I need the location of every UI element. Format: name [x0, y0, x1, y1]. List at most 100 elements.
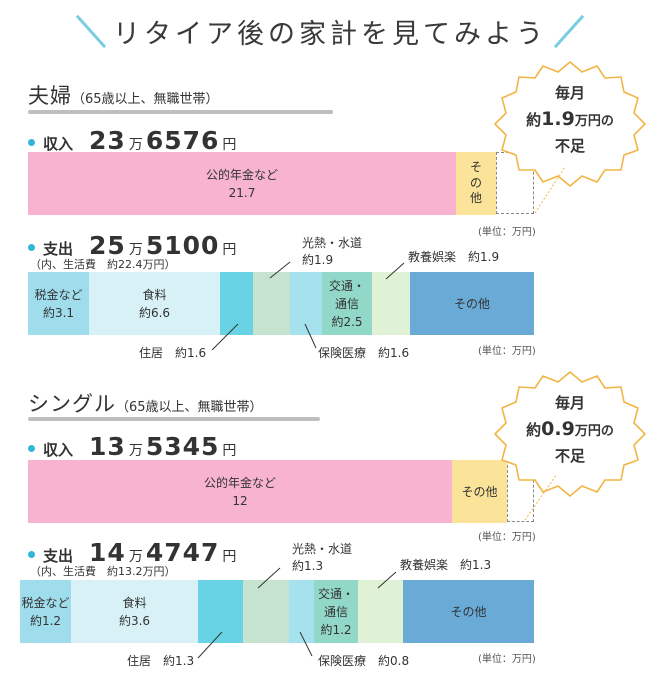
- seg-label: その他: [453, 296, 490, 311]
- ext-label: 住居: [139, 346, 164, 360]
- callout-amount: 1.9: [541, 108, 575, 131]
- shortfall-callout-2: [494, 371, 646, 497]
- callout-amount-line: 約0.9万円の: [490, 415, 650, 444]
- income-row: 収入 23 万 6576 円: [28, 126, 239, 155]
- expense-seg-other: その他: [410, 272, 534, 335]
- ext-label: 教養娯楽: [400, 558, 449, 572]
- yen-unit: 円: [222, 549, 237, 565]
- expense-seg-housing: [220, 272, 253, 335]
- ext-value: 約1.9: [302, 252, 334, 267]
- expense-seg-tax: 税金など 約1.2: [20, 580, 71, 643]
- income-yen: 6576: [145, 126, 220, 155]
- bar-value: 21.7: [228, 185, 256, 200]
- page-title: リタイア後の家計を見てみよう: [113, 19, 547, 50]
- section-couple-title: 夫婦（65歳以上、無職世帯）: [28, 80, 219, 110]
- expense-row: 支出 25 万 5100 円: [28, 231, 239, 260]
- section-name: 夫婦: [28, 84, 72, 108]
- expense-seg-utilities: [243, 580, 289, 643]
- income-bar-pension: 公的年金など 12: [28, 460, 452, 523]
- income-bar-other: その他: [456, 152, 496, 215]
- bar-label: 公的年金など: [203, 475, 276, 490]
- expense-man: 25: [89, 231, 126, 260]
- ext-label: 光熱・水道: [302, 236, 363, 250]
- man-unit: 万: [128, 137, 143, 153]
- expense-seg-leisure: [358, 580, 403, 643]
- ext-value: 約1.9: [468, 250, 500, 264]
- seg-value: 約2.5: [331, 314, 363, 329]
- section-name: シングル: [28, 392, 116, 416]
- expense-seg-food: 食料 約3.6: [71, 580, 198, 643]
- seg-label: 交通・ 通信: [328, 278, 365, 311]
- seg-value: 約1.2: [320, 622, 352, 637]
- bar-value: 12: [232, 493, 248, 508]
- unit-note: (単位：万円): [478, 346, 536, 357]
- section-underline: [28, 417, 320, 421]
- income-bar-other: その他: [452, 460, 507, 523]
- shortfall-callout-1: [494, 61, 646, 187]
- shortfall-text-2: 毎月 約0.9万円の 不足: [490, 392, 650, 468]
- seg-value: 約3.6: [118, 613, 151, 628]
- callout-unit: 万円の: [574, 114, 614, 130]
- ext-value: 約1.3: [460, 558, 492, 572]
- unit-note: (単位：万円): [478, 532, 536, 543]
- unit-note: (単位：万円): [478, 654, 536, 665]
- expense-seg-transport: 交通・ 通信 約1.2: [314, 580, 358, 643]
- label-medical: 保険医療 約0.8: [318, 653, 409, 670]
- seg-label: 税金など: [34, 287, 83, 302]
- expense-seg-food: 食料 約6.6: [89, 272, 220, 335]
- expense-note: （内、生活費 約22.4万円）: [30, 258, 176, 271]
- section-qualifier: （65歳以上、無職世帯）: [72, 92, 219, 107]
- callout-amount-line: 約1.9万円の: [490, 105, 650, 134]
- ext-value: 約1.3: [292, 558, 324, 573]
- callout-line: 不足: [554, 136, 585, 155]
- bullet-dot: [28, 445, 35, 452]
- income-bar-pension: 公的年金など 21.7: [28, 152, 456, 215]
- ext-label: 光熱・水道: [292, 542, 353, 556]
- expense-label: 支出: [43, 240, 74, 258]
- man-unit: 万: [128, 443, 143, 459]
- bullet-dot: [28, 551, 35, 558]
- ext-label: 保険医療: [318, 654, 367, 668]
- expense-seg-transport: 交通・ 通信 約2.5: [322, 272, 372, 335]
- yen-unit: 円: [222, 242, 237, 258]
- seg-label: 税金など: [21, 595, 70, 610]
- callout-prefix: 約: [526, 421, 542, 440]
- yen-unit: 円: [222, 443, 237, 459]
- callout-line: 不足: [554, 446, 585, 465]
- ext-value: 約1.3: [163, 654, 195, 668]
- ext-value: 約0.8: [378, 654, 410, 668]
- shortfall-text-1: 毎月 約1.9万円の 不足: [490, 82, 650, 158]
- income-label: 収入: [43, 135, 74, 153]
- expense-note: （内、生活費 約13.2万円）: [30, 565, 176, 578]
- seg-label: その他: [450, 604, 487, 619]
- callout-leader-2: [524, 473, 558, 521]
- expense-yen: 5100: [145, 231, 220, 260]
- seg-value: 約6.6: [138, 305, 171, 320]
- seg-label: 食料: [142, 287, 167, 302]
- income-yen: 5345: [145, 432, 220, 461]
- callout-leader-1: [534, 166, 566, 214]
- expense-seg-other: その他: [403, 580, 534, 643]
- bar-label: その他: [461, 484, 498, 499]
- ext-value: 約1.6: [175, 346, 207, 360]
- expense-seg-housing: [198, 580, 243, 643]
- income-man: 13: [89, 432, 126, 461]
- callout-unit: 万円の: [574, 424, 614, 440]
- callout-line: 毎月: [554, 394, 585, 412]
- label-medical: 保険医療 約1.6: [318, 345, 409, 362]
- bar-label: 公的年金など: [205, 167, 278, 182]
- callout-line: 毎月: [554, 84, 585, 102]
- income-label: 収入: [43, 441, 74, 459]
- expense-yen: 4747: [145, 538, 220, 567]
- seg-value: 約1.2: [29, 613, 62, 628]
- callout-prefix: 約: [526, 111, 542, 130]
- expense-seg-tax: 税金など 約3.1: [28, 272, 89, 335]
- callout-amount: 0.9: [541, 418, 575, 441]
- seg-label: 交通・ 通信: [317, 586, 354, 619]
- label-housing: 住居 約1.3: [127, 653, 194, 670]
- expense-label: 支出: [43, 547, 74, 565]
- expense-seg-medical: [289, 580, 314, 643]
- man-unit: 万: [128, 549, 143, 565]
